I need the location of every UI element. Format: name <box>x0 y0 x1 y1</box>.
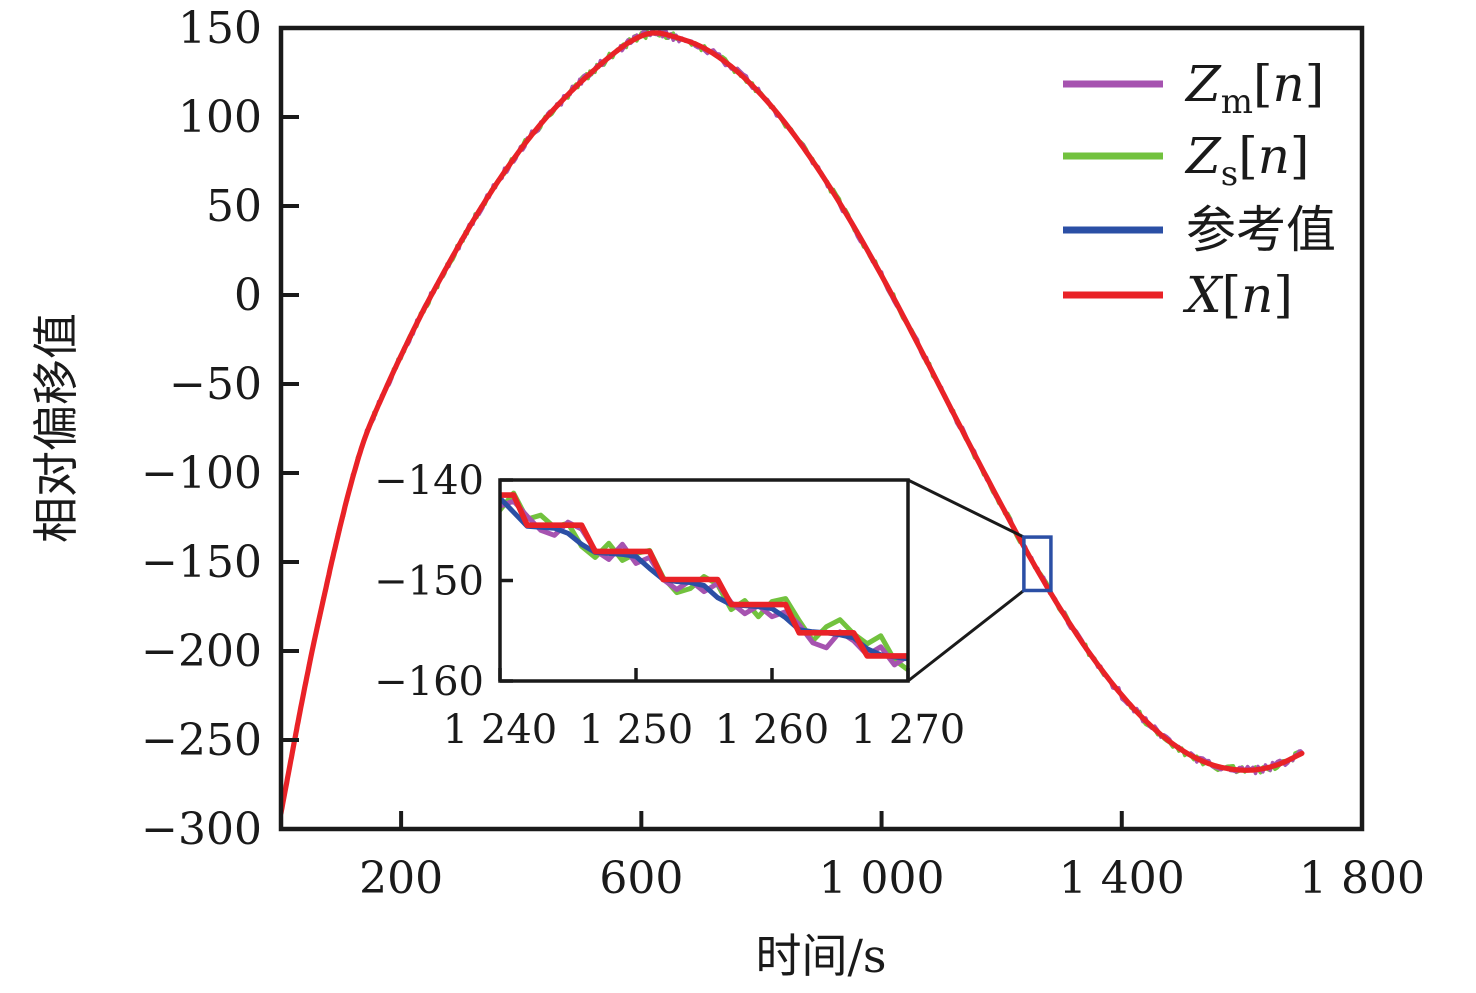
main-axis-tick-labels: 200 600 1 000 1 400 1 800 150 100 50 0 −50 −100 −15… <box>141 3 1425 904</box>
y-tick-label: 100 <box>178 92 262 143</box>
callout-line-bottom <box>907 589 1025 683</box>
zoom-callout <box>907 478 1053 683</box>
y-tick-label: −50 <box>169 359 262 410</box>
legend-label: Zs[n] <box>1184 127 1309 194</box>
inset-x-tick-label: 1 240 <box>443 707 558 753</box>
y-tick-label: −200 <box>141 626 262 677</box>
inset-y-tick-label: −150 <box>374 559 484 605</box>
legend-label-subscript: m <box>1221 82 1253 122</box>
y-tick-label: 0 <box>234 270 262 321</box>
inset-plot: 1 240 1 250 1 260 1 270 −140 −150 −160 <box>374 458 965 753</box>
inset-x-tick-label: 1 260 <box>715 707 830 753</box>
x-tick-label: 200 <box>359 853 443 904</box>
y-axis-title: 相对偏移值 <box>29 313 83 543</box>
x-tick-label: 1 800 <box>1299 853 1425 904</box>
legend-item: X[n] <box>1063 266 1293 324</box>
series-line-x <box>279 30 1305 816</box>
inset-x-tick-label: 1 270 <box>851 707 966 753</box>
y-tick-label: −100 <box>141 448 262 499</box>
main-plot-border <box>278 25 1365 832</box>
legend-label-bracket-open: [ <box>1253 55 1273 113</box>
inset-y-tick-label: −160 <box>374 659 484 705</box>
legend-label-bracket-close: ] <box>1290 127 1310 185</box>
legend-label: Zm[n] <box>1184 55 1324 122</box>
callout-line-top <box>907 478 1025 539</box>
legend-label-base: 参考值 <box>1186 201 1336 259</box>
legend-label-variable: n <box>1241 266 1273 324</box>
main-axis-ticks <box>281 26 1364 831</box>
x-tick-label: 600 <box>599 853 683 904</box>
y-tick-label: −300 <box>141 804 262 855</box>
inset-series-line-x <box>500 492 908 659</box>
legend-label: X[n] <box>1182 266 1293 324</box>
x-tick-label: 1 400 <box>1059 853 1185 904</box>
legend-item: 参考值 <box>1063 201 1336 259</box>
legend-label-bracket-open: [ <box>1238 127 1258 185</box>
y-tick-label: −150 <box>141 537 262 588</box>
main-plot-series <box>279 27 1305 817</box>
legend-label: 参考值 <box>1186 201 1336 259</box>
x-axis-title: 时间/s <box>755 929 886 983</box>
legend-label-bracket-open: [ <box>1222 266 1242 324</box>
x-tick-label: 1 000 <box>819 853 945 904</box>
inset-x-tick-label: 1 250 <box>579 707 694 753</box>
legend-label-base: Z <box>1184 55 1222 113</box>
legend-label-base: X <box>1182 266 1224 324</box>
legend-item: Zs[n] <box>1063 127 1309 194</box>
inset-y-tick-label: −140 <box>374 458 484 504</box>
legend-label-bracket-close: ] <box>1273 266 1293 324</box>
y-tick-label: 50 <box>206 181 262 232</box>
inset-series <box>500 490 908 673</box>
zoom-region-box <box>1022 535 1053 593</box>
legend-label-bracket-close: ] <box>1305 55 1325 113</box>
legend-label-subscript: s <box>1221 154 1238 194</box>
y-tick-label: 150 <box>178 3 262 54</box>
legend-label-variable: n <box>1258 127 1290 185</box>
y-tick-label: −250 <box>141 715 262 766</box>
legend-label-base: Z <box>1184 127 1222 185</box>
legend-item: Zm[n] <box>1063 55 1324 122</box>
legend-label-variable: n <box>1273 55 1305 113</box>
